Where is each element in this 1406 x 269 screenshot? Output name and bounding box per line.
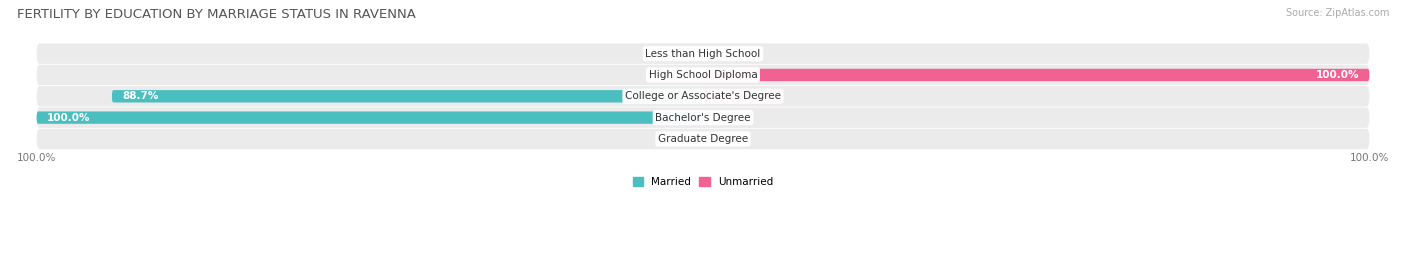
Text: College or Associate's Degree: College or Associate's Degree [626,91,780,101]
FancyBboxPatch shape [37,129,1369,149]
Text: 100.0%: 100.0% [1316,70,1360,80]
FancyBboxPatch shape [37,107,1369,128]
Text: 0.0%: 0.0% [716,49,742,59]
FancyBboxPatch shape [703,90,779,102]
Text: 0.0%: 0.0% [664,70,690,80]
Text: 0.0%: 0.0% [664,49,690,59]
Text: Less than High School: Less than High School [645,49,761,59]
Text: Bachelor's Degree: Bachelor's Degree [655,113,751,123]
FancyBboxPatch shape [703,69,1369,81]
Text: 11.3%: 11.3% [733,91,768,101]
Text: 100.0%: 100.0% [46,113,90,123]
Text: FERTILITY BY EDUCATION BY MARRIAGE STATUS IN RAVENNA: FERTILITY BY EDUCATION BY MARRIAGE STATU… [17,8,416,21]
FancyBboxPatch shape [112,90,703,102]
FancyBboxPatch shape [37,43,1369,64]
FancyBboxPatch shape [37,86,1369,107]
Legend: Married, Unmarried: Married, Unmarried [628,173,778,191]
Text: High School Diploma: High School Diploma [648,70,758,80]
Text: 0.0%: 0.0% [716,113,742,123]
FancyBboxPatch shape [37,111,703,124]
FancyBboxPatch shape [37,65,1369,85]
Text: Graduate Degree: Graduate Degree [658,134,748,144]
Text: 88.7%: 88.7% [122,91,159,101]
Text: Source: ZipAtlas.com: Source: ZipAtlas.com [1285,8,1389,18]
Text: 0.0%: 0.0% [664,134,690,144]
Text: 0.0%: 0.0% [716,134,742,144]
